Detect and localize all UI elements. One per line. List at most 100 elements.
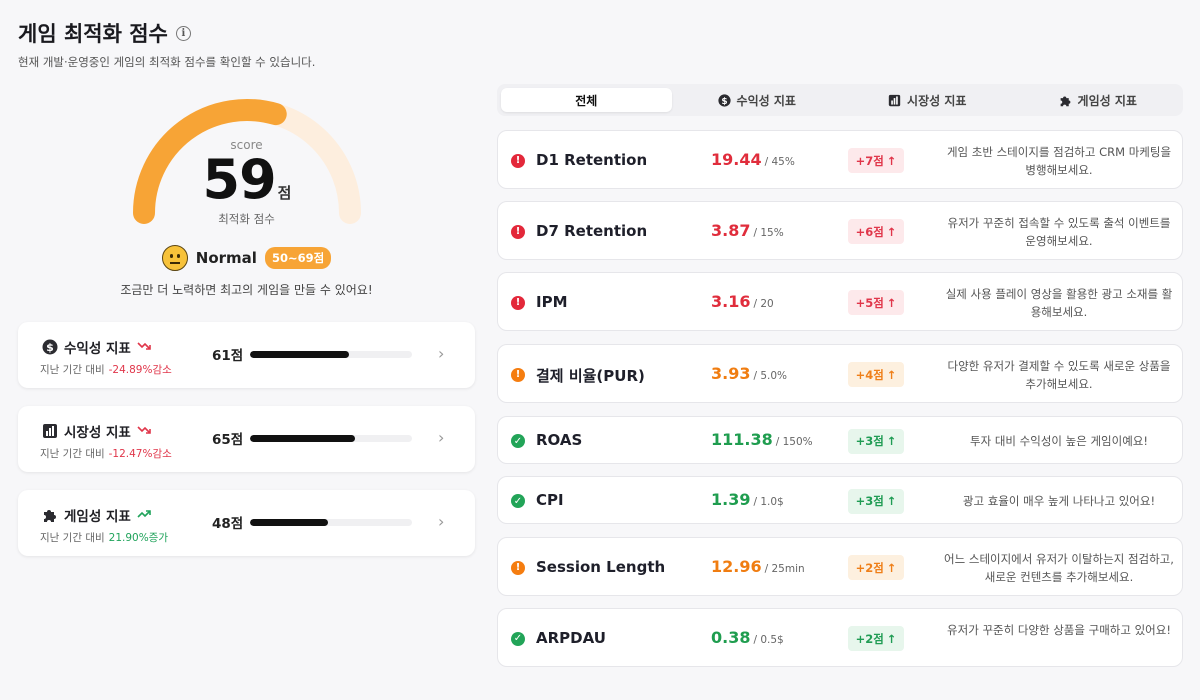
status-row: Normal 50~69점 <box>18 245 475 271</box>
bar-chart-icon <box>888 94 901 107</box>
indicator-row[interactable]: ✓ CPI 1.39/ 1.0$ +3점 ↑ 광고 효율이 매우 높게 나타나고 있어요! <box>497 476 1183 524</box>
puzzle-icon <box>1059 94 1072 107</box>
indicator-value: 3.93/ 5.0% <box>711 363 788 383</box>
indicator-row[interactable]: ! D7 Retention 3.87/ 15% +6점 ↑ 유저가 꾸준히 접속할 수 … <box>497 201 1183 260</box>
metric-change: 지난 기간 대비 -12.47%감소 <box>40 448 172 460</box>
score-delta-badge: +2점 ↑ <box>848 555 904 580</box>
indicator-row[interactable]: ! Session Length 12.96/ 25min +2점 ↑ 어느 스테이지에서… <box>497 537 1183 596</box>
indicator-name: ARPDAU <box>536 628 606 647</box>
metric-progress-bar <box>250 519 412 526</box>
indicator-panel: 전체 $ 수익성 지표 시장성 지표 게임성 지표 ! D1 Retention 1… <box>497 84 1183 667</box>
indicator-target: / 45% <box>764 155 795 168</box>
status-text: Normal <box>195 249 257 267</box>
arrow-up-icon: ↑ <box>886 434 897 448</box>
gauge-fill <box>133 99 287 224</box>
indicator-value: 19.44/ 45% <box>711 149 795 169</box>
indicator-target: / 25min <box>764 562 805 575</box>
indicator-row[interactable]: ✓ ARPDAU 0.38/ 0.5$ +2점 ↑ 유저가 꾸준히 다양한 상품을 구매하… <box>497 608 1183 667</box>
tab-revenue[interactable]: $ 수익성 지표 <box>672 84 843 116</box>
status-range-badge: 50~69점 <box>264 247 332 269</box>
indicator-name: Session Length <box>536 557 666 576</box>
page-title: 게임 최적화 점수 <box>18 22 168 46</box>
indicator-name: D1 Retention <box>536 150 648 169</box>
trend-up-icon <box>137 507 151 523</box>
indicator-tip: 유저가 꾸준히 접속할 수 있도록 출석 이벤트를 운영해보세요. <box>947 215 1171 248</box>
chevron-right-icon[interactable]: › <box>438 512 445 531</box>
indicator-target: / 20 <box>753 297 774 310</box>
encourage-message: 조금만 더 노력하면 최고의 게임을 만들 수 있어요! <box>120 283 373 297</box>
alert-circle-icon: ! <box>511 153 525 168</box>
alert-circle-icon: ! <box>511 224 525 239</box>
arrow-up-icon: ↑ <box>886 367 897 382</box>
metric-card-revenue[interactable]: $ 수익성 지표 지난 기간 대비 -24.89%감소 61점 › <box>18 322 475 388</box>
indicator-name: IPM <box>536 292 568 311</box>
indicator-value: 0.38/ 0.5$ <box>711 627 784 647</box>
indicator-target: / 5.0% <box>753 369 788 382</box>
indicator-row[interactable]: ! D1 Retention 19.44/ 45% +7점 ↑ 게임 초반 스테이지를 점… <box>497 130 1183 189</box>
score-caption: 최적화 점수 <box>218 212 275 226</box>
metric-change: 지난 기간 대비 21.90%증가 <box>40 532 168 544</box>
tab-gameplay[interactable]: 게임성 지표 <box>1013 84 1184 116</box>
metric-score: 65점 <box>212 432 244 448</box>
tab-market[interactable]: 시장성 지표 <box>842 84 1013 116</box>
arrow-up-icon: ↑ <box>886 494 897 508</box>
dollar-icon: $ <box>717 93 731 107</box>
metric-label: 게임성 지표 <box>64 509 131 525</box>
svg-text:$: $ <box>46 341 54 354</box>
indicator-tip: 어느 스테이지에서 유저가 이탈하는지 점검하고, 새로운 컨텐츠를 추가해보세… <box>944 551 1174 584</box>
tab-bar: 전체 $ 수익성 지표 시장성 지표 게임성 지표 <box>497 84 1183 116</box>
metric-progress-bar <box>250 435 412 442</box>
tab-all[interactable]: 전체 <box>501 88 672 112</box>
metric-score: 48점 <box>212 516 244 532</box>
indicator-value: 1.39/ 1.0$ <box>711 490 784 509</box>
trend-down-icon <box>137 423 151 439</box>
metric-card-gameplay[interactable]: 게임성 지표 지난 기간 대비 21.90%증가 48점 › <box>18 490 475 556</box>
score-gauge: score 59 점 최적화 점수 Normal 50~69점 조금만 더 노력하… <box>18 85 475 297</box>
arrow-up-icon: ↑ <box>886 631 897 646</box>
metric-progress-fill <box>250 351 349 358</box>
alert-circle-icon: ! <box>511 560 525 575</box>
score-delta-badge: +4점 ↑ <box>848 362 904 387</box>
indicator-name: D7 Retention <box>536 221 648 240</box>
check-circle-icon: ✓ <box>511 631 525 646</box>
svg-text:$: $ <box>721 96 727 106</box>
indicator-value: 3.87/ 15% <box>711 220 784 240</box>
indicator-target: / 1.0$ <box>753 496 784 508</box>
chevron-right-icon[interactable]: › <box>438 344 445 363</box>
neutral-face-icon <box>161 245 188 271</box>
indicator-value: 12.96/ 25min <box>711 556 805 576</box>
arrow-up-icon: ↑ <box>886 224 897 239</box>
indicator-row[interactable]: ! 결제 비율(PUR) 3.93/ 5.0% +4점 ↑ 다양한 유저가 결제할 수 있… <box>497 344 1183 403</box>
trend-down-icon <box>137 339 151 355</box>
header: 게임 최적화 점수 i 현재 개발·운영중인 게임의 최적화 점수를 확인할 수… <box>18 18 315 70</box>
indicator-row[interactable]: ✓ ROAS 111.38/ 150% +3점 ↑ 투자 대비 수익성이 높은 게임이예요… <box>497 416 1183 464</box>
metric-progress-fill <box>250 519 328 526</box>
arrow-up-icon: ↑ <box>886 295 897 310</box>
indicator-target: / 0.5$ <box>753 633 784 646</box>
indicator-name: 결제 비율(PUR) <box>536 366 645 385</box>
score-panel: score 59 점 최적화 점수 Normal 50~69점 조금만 더 노력하… <box>18 85 475 556</box>
puzzle-icon <box>42 507 58 523</box>
indicator-target: / 150% <box>775 436 813 448</box>
check-circle-icon: ✓ <box>511 494 525 508</box>
score-delta-badge: +3점 ↑ <box>848 428 904 454</box>
page-title-row: 게임 최적화 점수 i <box>18 18 315 48</box>
score-delta-badge: +2점 ↑ <box>848 626 904 651</box>
alert-circle-icon: ! <box>511 295 525 310</box>
indicator-name: CPI <box>536 491 564 509</box>
metric-progress-fill <box>250 435 356 442</box>
indicator-value: 3.16/ 20 <box>711 291 774 311</box>
arrow-up-icon: ↑ <box>886 153 897 168</box>
metric-label: 시장성 지표 <box>64 425 131 441</box>
indicator-row[interactable]: ! IPM 3.16/ 20 +5점 ↑ 실제 사용 플레이 영상을 활용한 광고 소재를… <box>497 272 1183 331</box>
indicator-tip: 유저가 꾸준히 다양한 상품을 구매하고 있어요! <box>947 622 1171 637</box>
metric-label: 수익성 지표 <box>64 341 131 357</box>
score-delta-badge: +3점 ↑ <box>848 488 904 514</box>
chevron-right-icon[interactable]: › <box>438 428 445 447</box>
metric-card-market[interactable]: 시장성 지표 지난 기간 대비 -12.47%감소 65점 › <box>18 406 475 472</box>
info-icon[interactable]: i <box>175 25 191 41</box>
score-delta-badge: +7점 ↑ <box>848 148 904 173</box>
indicator-tip: 투자 대비 수익성이 높은 게임이예요! <box>970 434 1148 448</box>
gauge-arc <box>133 99 361 224</box>
metric-change: 지난 기간 대비 -24.89%감소 <box>40 364 172 376</box>
